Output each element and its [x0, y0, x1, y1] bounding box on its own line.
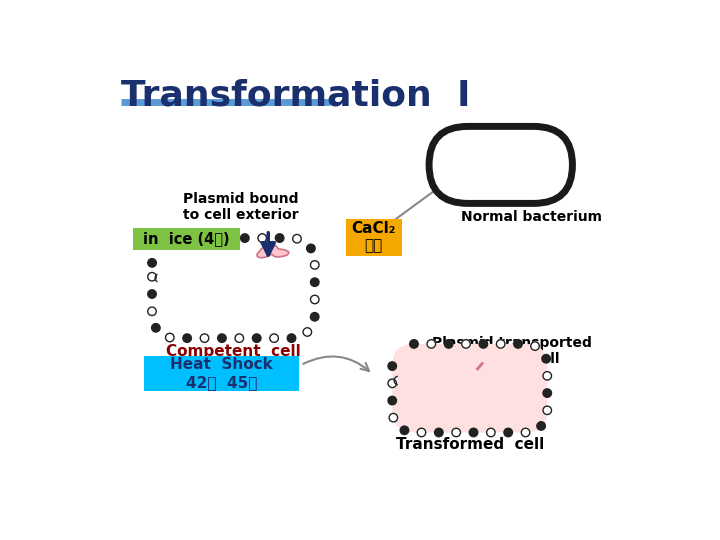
Circle shape — [487, 428, 495, 437]
Circle shape — [148, 290, 156, 298]
Circle shape — [200, 334, 209, 342]
Circle shape — [270, 334, 279, 342]
Circle shape — [514, 340, 522, 348]
Circle shape — [183, 334, 192, 342]
Circle shape — [148, 273, 156, 281]
Circle shape — [235, 334, 243, 342]
Circle shape — [389, 414, 397, 422]
Circle shape — [531, 342, 539, 350]
Circle shape — [542, 354, 550, 363]
Circle shape — [148, 307, 156, 315]
Circle shape — [452, 428, 460, 437]
FancyBboxPatch shape — [152, 238, 315, 338]
Text: Competent  cell: Competent cell — [166, 343, 301, 359]
Circle shape — [223, 234, 232, 242]
Text: Transformation  Ⅰ: Transformation Ⅰ — [121, 79, 470, 113]
FancyBboxPatch shape — [346, 219, 402, 256]
Circle shape — [496, 340, 505, 348]
Circle shape — [148, 259, 156, 267]
Circle shape — [479, 340, 487, 348]
Circle shape — [469, 428, 478, 437]
Circle shape — [253, 334, 261, 342]
Circle shape — [388, 362, 397, 370]
Circle shape — [543, 372, 552, 380]
Circle shape — [537, 422, 545, 430]
Circle shape — [504, 428, 513, 437]
Circle shape — [462, 340, 470, 348]
Circle shape — [307, 244, 315, 253]
Circle shape — [240, 234, 249, 242]
FancyBboxPatch shape — [392, 344, 547, 433]
FancyBboxPatch shape — [158, 244, 309, 333]
FancyBboxPatch shape — [429, 126, 572, 204]
Circle shape — [171, 234, 179, 242]
Polygon shape — [257, 246, 289, 258]
Circle shape — [166, 333, 174, 342]
Circle shape — [410, 340, 418, 348]
Circle shape — [427, 340, 436, 348]
Circle shape — [388, 396, 397, 405]
Circle shape — [258, 234, 266, 242]
Circle shape — [310, 278, 319, 286]
Circle shape — [156, 274, 163, 282]
Circle shape — [543, 389, 552, 397]
Text: Plasmid bound
to cell exterior: Plasmid bound to cell exterior — [184, 192, 299, 222]
Circle shape — [152, 323, 160, 332]
Circle shape — [303, 328, 312, 336]
Text: in  ice (4도): in ice (4도) — [143, 231, 230, 246]
FancyBboxPatch shape — [144, 356, 300, 392]
Circle shape — [543, 406, 552, 415]
Circle shape — [217, 334, 226, 342]
Circle shape — [400, 426, 409, 435]
Circle shape — [206, 234, 215, 242]
Circle shape — [189, 234, 197, 242]
Circle shape — [435, 428, 443, 437]
Circle shape — [521, 428, 530, 437]
Circle shape — [310, 313, 319, 321]
Text: CaCl₂
처리: CaCl₂ 처리 — [351, 221, 396, 253]
Circle shape — [444, 340, 453, 348]
Circle shape — [310, 261, 319, 269]
Text: Normal bacterium: Normal bacterium — [462, 210, 602, 224]
FancyBboxPatch shape — [397, 349, 541, 427]
Circle shape — [310, 295, 319, 303]
Circle shape — [388, 379, 397, 388]
Text: Heat  Shock
42도  45초: Heat Shock 42도 45초 — [171, 357, 273, 390]
Circle shape — [293, 234, 301, 243]
Circle shape — [417, 428, 426, 437]
Circle shape — [287, 334, 296, 342]
Text: Plasmid transported
into the cell: Plasmid transported into the cell — [433, 336, 593, 366]
Text: Transformed  cell: Transformed cell — [395, 437, 544, 451]
FancyBboxPatch shape — [132, 228, 240, 249]
Circle shape — [394, 376, 402, 385]
Circle shape — [275, 234, 284, 242]
